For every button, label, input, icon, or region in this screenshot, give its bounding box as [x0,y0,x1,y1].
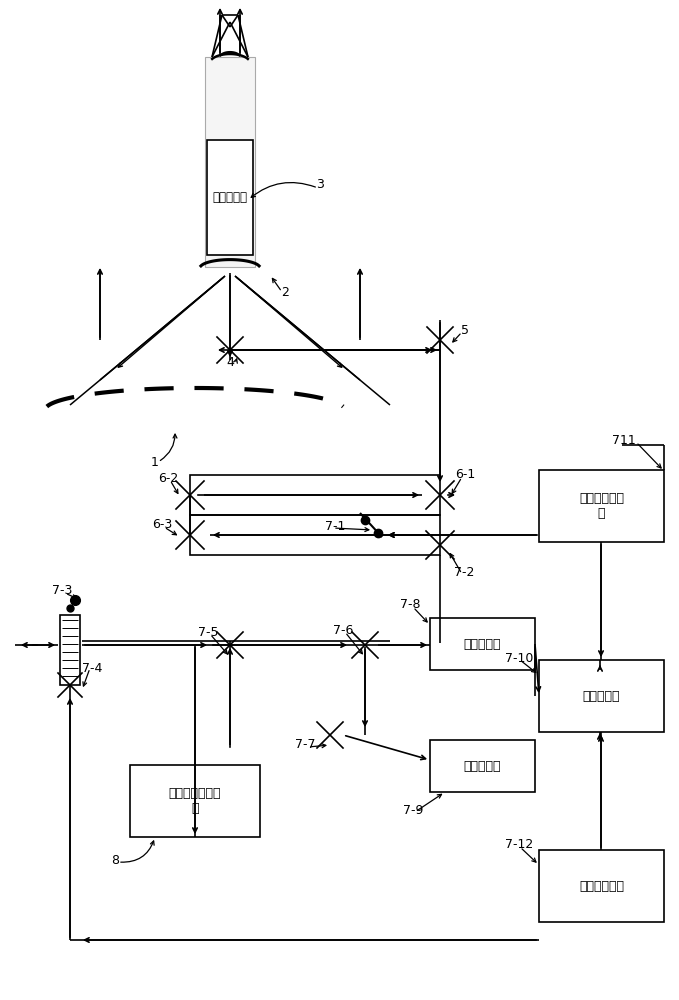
Text: 7-5: 7-5 [198,626,218,639]
Text: 5: 5 [461,324,469,336]
Bar [539,850,664,922]
Bar [430,618,535,670]
Text: 波前传感器: 波前传感器 [464,760,501,772]
Text: 多路高功率激光
器: 多路高功率激光 器 [169,787,221,815]
Text: 变形镜控制器: 变形镜控制器 [579,880,624,892]
Bar [190,515,440,555]
Text: 711: 711 [612,434,636,446]
Text: 7-4: 7-4 [81,662,102,674]
Text: 7-9: 7-9 [403,804,423,816]
Bar [539,660,664,732]
Text: 4: 4 [226,356,234,368]
Bar [60,615,80,685]
Bar [205,57,255,267]
Text: 8: 8 [111,854,119,866]
Text: 倾斜校正控制
器: 倾斜校正控制 器 [579,492,624,520]
Text: 7-3: 7-3 [52,584,72,596]
Text: 7-12: 7-12 [505,838,533,852]
Text: 6-3: 6-3 [152,518,172,532]
Text: 1: 1 [151,456,159,468]
Bar [539,470,664,542]
Bar [430,740,535,792]
Text: 7-2: 7-2 [454,566,474,578]
Text: 倾斜传感器: 倾斜传感器 [464,638,501,650]
Bar [130,765,260,837]
Bar [190,475,440,515]
Text: 7-1: 7-1 [325,520,345,534]
Text: 7-7: 7-7 [295,738,315,752]
Text: 导星激光器: 导星激光器 [213,191,248,204]
Text: 6-1: 6-1 [455,468,475,482]
Text: 2: 2 [281,286,289,298]
Text: 6-2: 6-2 [158,472,178,485]
Text: 7-8: 7-8 [400,598,420,611]
Text: 3: 3 [316,178,324,192]
Text: 波前处理器: 波前处理器 [583,690,620,702]
Text: 7-6: 7-6 [333,624,353,637]
Bar [207,140,253,255]
Text: 7-10: 7-10 [504,652,533,664]
